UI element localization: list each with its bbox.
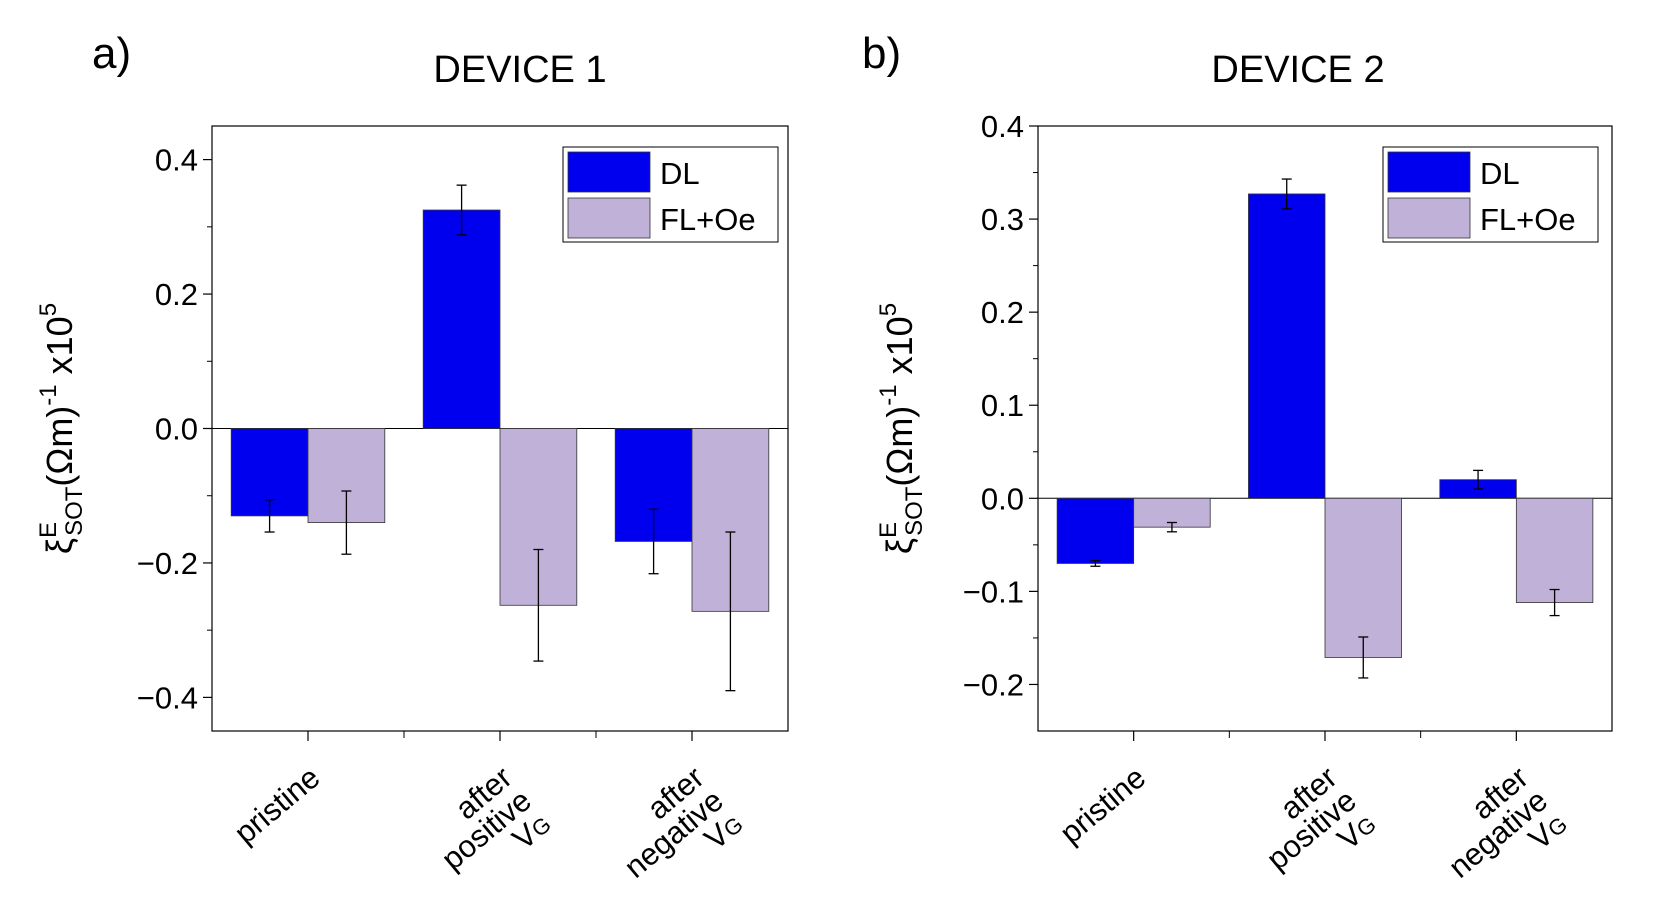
bar-dl xyxy=(422,209,501,429)
x-category-label: afternegativeVG xyxy=(598,760,749,900)
bar-dl xyxy=(1248,193,1326,499)
legend-swatch-dl xyxy=(1387,151,1471,193)
panel-device-1: a) DEVICE 1 0.4 0.2 0.0 −0.2 −0.4 pristine after… xyxy=(35,29,789,900)
y-tick-label: 0.3 xyxy=(981,202,1024,237)
chart-title: DEVICE 2 xyxy=(1211,49,1384,91)
y-label-symbol: ξ xyxy=(39,538,80,554)
chart-title: DEVICE 1 xyxy=(433,49,606,91)
bar-dl xyxy=(1056,497,1135,564)
x-category-label: pristine xyxy=(227,760,326,851)
legend-label: DL xyxy=(660,156,700,191)
y-label-scale: x10 xyxy=(879,316,920,384)
y-tick-label: 0.4 xyxy=(981,109,1024,144)
legend-label: DL xyxy=(1480,156,1520,191)
y-label-scale: x10 xyxy=(39,316,80,384)
y-label-unit-exponent: -1 xyxy=(875,384,902,405)
y-tick-label: 0.1 xyxy=(981,388,1024,423)
bar-fl-oe xyxy=(1515,497,1594,603)
y-label-unit: (Ωm) xyxy=(39,406,80,487)
y-label-scale-exponent: 5 xyxy=(35,303,62,316)
y-label-unit: (Ωm) xyxy=(879,406,920,487)
y-tick-label: 0.2 xyxy=(981,295,1024,330)
y-label-subscript: SOT xyxy=(61,486,88,536)
y-label-superscript: E xyxy=(875,522,902,538)
x-category-line: pristine xyxy=(1053,760,1152,851)
legend-swatch-dl xyxy=(567,151,651,193)
y-label-superscript: E xyxy=(35,522,62,538)
y-tick-label: 0.4 xyxy=(155,143,198,178)
y-tick-label: −0.4 xyxy=(137,680,198,715)
y-axis-label: ξESOT(Ωm)-1 x105 xyxy=(35,303,88,554)
y-tick-label: 0.0 xyxy=(981,481,1024,516)
y-label-scale-exponent: 5 xyxy=(875,303,902,316)
y-label-symbol: ξ xyxy=(879,538,920,554)
y-tick-label: −0.2 xyxy=(963,667,1024,702)
panel-label: a) xyxy=(92,29,131,78)
x-category-label: pristine xyxy=(1053,760,1152,851)
y-tick-label: −0.1 xyxy=(963,574,1024,609)
x-category-label: afterpositiveVG xyxy=(1240,760,1382,900)
y-label-unit-exponent: -1 xyxy=(35,384,62,405)
legend-swatch-fl-oe xyxy=(567,197,651,239)
bar-fl-oe xyxy=(1324,497,1402,658)
y-axis-label: ξESOT(Ωm)-1 x105 xyxy=(875,303,928,554)
x-category-line: pristine xyxy=(227,760,326,851)
legend-label: FL+Oe xyxy=(1480,202,1576,237)
panel-device-2: b) DEVICE 2 0.4 0.3 0.2 0.1 0.0 −0.1 −0.2 pristin… xyxy=(862,29,1613,900)
y-tick-label: 0.0 xyxy=(155,412,198,447)
legend-label: FL+Oe xyxy=(660,202,756,237)
y-label-subscript: SOT xyxy=(901,486,928,536)
y-tick-label: 0.2 xyxy=(155,277,198,312)
x-category-label: afterpositiveVG xyxy=(415,760,557,900)
legend-swatch-fl-oe xyxy=(1387,197,1471,239)
y-tick-label: −0.2 xyxy=(137,546,198,581)
x-category-label: afternegativeVG xyxy=(1423,760,1574,900)
panel-label: b) xyxy=(862,29,901,78)
